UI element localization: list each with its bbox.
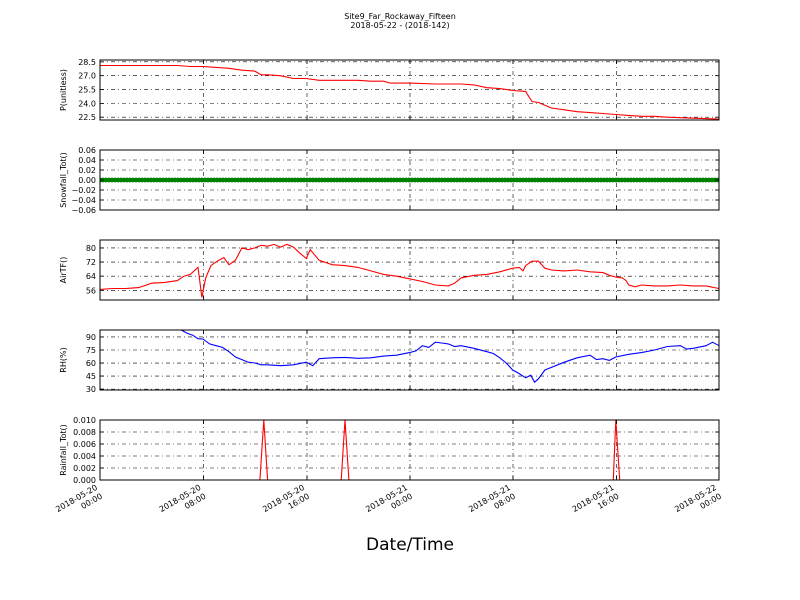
subplot-4: 90 75 60 45 30 RH(%) [59, 329, 720, 394]
y-tick-label: −0.06 [71, 206, 96, 215]
y-tick-label: 80 [86, 244, 96, 253]
y-tick-label: 0.004 [73, 452, 96, 461]
y-tick-label: 45 [86, 372, 96, 381]
y-tick-label: −0.04 [71, 196, 96, 205]
series-markers [100, 177, 719, 183]
series-line [100, 243, 719, 298]
y-tick-label: 27.0 [78, 72, 96, 81]
y-tick-label: 72 [86, 258, 96, 267]
y-axis-label: Snowfall_Tot() [59, 152, 68, 208]
y-tick-label: 75 [86, 346, 96, 355]
axes-frame [99, 239, 720, 301]
y-tick-label: 60 [86, 359, 96, 368]
y-axis-label: Rainfall_Tot() [59, 424, 68, 476]
y-tick-label: 28.5 [78, 58, 96, 67]
y-tick-label: 0.02 [78, 166, 96, 175]
y-tick-label: 0.010 [73, 416, 96, 425]
chart-subtitle: 2018-05-22 - (2018-142) [350, 21, 449, 30]
axes-frame [99, 59, 720, 121]
subplot-5: 0.010 0.008 0.006 0.004 0.002 0.000 Rainfall_T… [59, 416, 720, 485]
series-line [180, 330, 719, 384]
subplot-3: 80 72 64 56 AirTF() [59, 239, 720, 301]
y-tick-label: 0.00 [78, 176, 96, 185]
y-tick-label: 0.04 [78, 156, 96, 165]
y-tick-label: 0.006 [73, 440, 96, 449]
y-axis-label: AirTF() [59, 257, 68, 284]
y-tick-label: 24.0 [78, 99, 96, 108]
axes-frame [99, 419, 720, 481]
x-axis-label: Date/Time [366, 535, 454, 555]
chart-title: Site9_Far_Rockaway_Fifteen [344, 12, 456, 21]
y-tick-label: −0.02 [71, 186, 96, 195]
y-axis-label: P(unitless) [59, 69, 68, 111]
y-tick-label: 0.008 [73, 428, 96, 437]
y-tick-label: 30 [86, 385, 96, 394]
subplot-1: 28.5 27.0 25.5 24.0 22.5 P(unitless) [59, 58, 720, 122]
y-tick-label: 0.002 [73, 464, 96, 473]
subplot-2: 0.060.040.020.00−0.02−0.04−0.06Snowfall_… [59, 146, 720, 215]
series-line [100, 420, 719, 480]
y-tick-label: 90 [86, 333, 96, 342]
y-tick-label: 56 [86, 286, 96, 295]
y-tick-label: 64 [86, 272, 96, 281]
series-line [100, 64, 719, 120]
y-tick-label: 0.000 [73, 476, 96, 485]
y-tick-label: 0.06 [78, 146, 96, 155]
y-axis-label: RH(%) [59, 347, 68, 372]
y-tick-label: 22.5 [78, 113, 96, 122]
axes-frame [99, 329, 720, 391]
y-tick-label: 25.5 [78, 86, 96, 95]
